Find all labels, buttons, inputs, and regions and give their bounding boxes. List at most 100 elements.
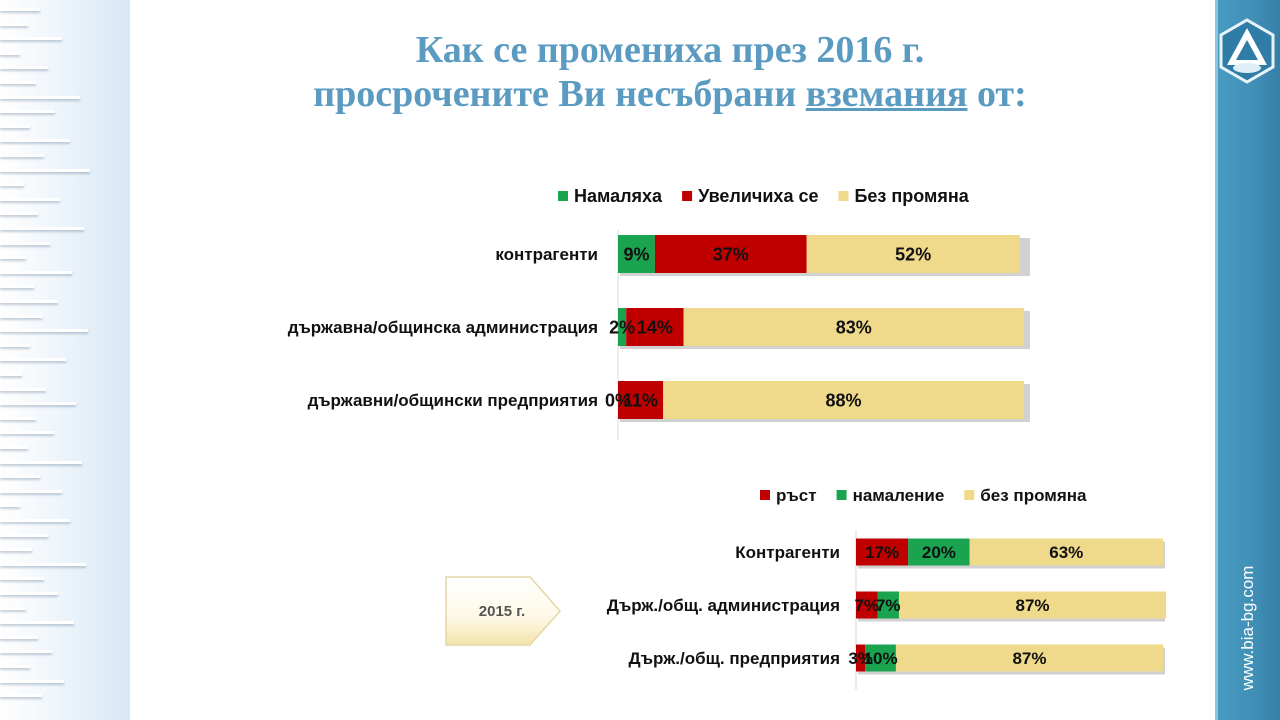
deco-bar (0, 416, 36, 420)
deco-bar (0, 358, 66, 362)
deco-bar (0, 314, 42, 318)
bar-segment (618, 381, 664, 419)
category-label: контрагенти (495, 245, 598, 264)
deco-bar (0, 110, 55, 114)
bar-segment (626, 308, 684, 346)
title-line-2-start: просрочените Ви несъбрани (313, 73, 806, 115)
bar-segment (895, 644, 1163, 672)
legend-label: без промяна (980, 486, 1087, 505)
deco-bar (0, 621, 74, 625)
bar-segment (856, 591, 878, 619)
deco-bar (0, 519, 70, 522)
year-badge: 2015 г. (445, 576, 562, 646)
deco-bar (0, 241, 50, 245)
legend-item: Увеличиха се (682, 186, 818, 206)
deco-bar (0, 679, 64, 683)
deco-bar (0, 475, 40, 479)
legend-label: Увеличиха се (698, 186, 818, 206)
bar-segment (683, 308, 1024, 346)
chart-2016: Намаляха Увеличиха се Без промяна контраген… (288, 186, 1030, 440)
deco-bar (0, 460, 82, 464)
deco-bar (0, 285, 34, 289)
deco-bar (0, 577, 44, 581)
data-label: 2% (609, 317, 635, 337)
deco-bar (0, 665, 30, 668)
data-label: 52% (895, 244, 931, 264)
bar-row: Контрагенти 17% 20% 63% (735, 538, 1165, 569)
deco-bar (0, 168, 90, 172)
title-underlined-word: вземания (805, 73, 968, 115)
deco-bar (0, 533, 48, 537)
deco-bar (0, 197, 60, 201)
deco-bar (0, 548, 32, 552)
deco-bar (0, 212, 38, 216)
legend-label: намаление (853, 486, 945, 505)
deco-bar (0, 562, 86, 566)
data-label: 9% (623, 244, 649, 264)
data-label: 63% (1049, 543, 1083, 562)
category-label: държавна/общинска администрация (288, 318, 598, 337)
bia-logo-icon (1219, 18, 1275, 84)
bar-row: контрагенти 9% 37% 52% (495, 235, 1030, 276)
legend-swatch (838, 191, 849, 201)
deco-bar (0, 329, 88, 333)
bar-segment (908, 538, 970, 566)
deco-bar (0, 37, 62, 41)
deco-bar (0, 154, 44, 157)
legend-item: ръст (760, 486, 817, 505)
bar-segment (969, 538, 1163, 566)
deco-bar (0, 300, 58, 303)
website-url: www.bia-bg.com (1238, 565, 1257, 691)
deco-bar (0, 270, 72, 274)
bar-segment (663, 381, 1024, 419)
data-label: 7% (854, 596, 879, 615)
deco-bar (0, 256, 26, 260)
data-label: 0% (605, 390, 631, 410)
data-label: 88% (825, 390, 861, 410)
deco-bar (0, 81, 36, 84)
data-label: 17% (865, 543, 899, 562)
data-label: 11% (623, 390, 658, 410)
data-label: 20% (922, 543, 956, 562)
title-line-2-end: от: (967, 73, 1027, 115)
data-label: 3% (848, 649, 873, 668)
deco-bar (0, 8, 40, 11)
legend-swatch (558, 191, 568, 201)
deco-bar (0, 95, 80, 99)
deco-bar (0, 694, 42, 698)
legend-swatch (760, 490, 770, 500)
legend-item: Намаляха (558, 186, 663, 206)
deco-bar (0, 446, 28, 449)
category-label: Държ./общ. предприятия (629, 649, 840, 668)
legend-label: ръст (776, 486, 817, 505)
deco-bar (0, 431, 54, 435)
deco-bar (0, 489, 62, 493)
left-decoration (0, 0, 130, 720)
legend: ръст намаление без промяна (760, 486, 1087, 505)
deco-bar (0, 592, 58, 595)
bar-segment (806, 235, 1020, 273)
strip-edge (1215, 0, 1218, 720)
legend-swatch (682, 191, 693, 201)
bar-row: държавни/общински предприятия 0%11% 88% (308, 381, 1030, 422)
bar-segment (856, 538, 909, 566)
bar-segment (856, 644, 866, 672)
legend-item: Без промяна (838, 186, 970, 206)
deco-bar (0, 51, 20, 55)
bar-row: държавна/общинска администрация 2% 14% 83% (288, 308, 1030, 349)
bar-segment (618, 235, 655, 273)
deco-bar (0, 504, 20, 508)
deco-bar (0, 124, 30, 128)
bar-row: Държ./общ. предприятия 3%10% 87% (629, 644, 1165, 675)
chart-2015: ръст намаление без промяна Контрагенти 17% 20… (607, 486, 1167, 690)
deco-bar (0, 227, 84, 230)
deco-bar (0, 650, 52, 654)
deco-bar (0, 66, 48, 70)
bar-segment (877, 591, 899, 619)
bar-segment (654, 235, 807, 273)
year-badge-label: 2015 г. (479, 603, 525, 620)
legend-swatch (836, 490, 847, 500)
bar-segment (898, 591, 1167, 619)
category-label: държавни/общински предприятия (308, 391, 598, 410)
deco-bar (0, 387, 46, 391)
